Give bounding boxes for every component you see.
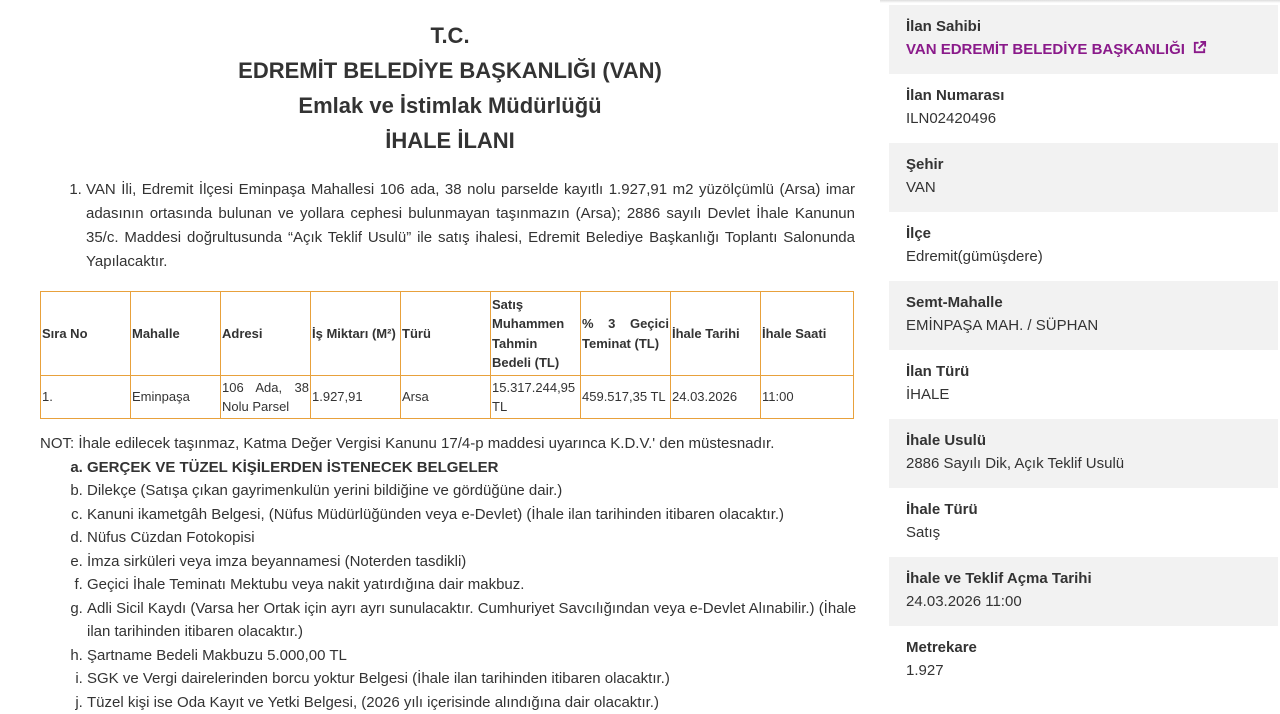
card-value: Satış [906, 521, 1261, 544]
announcement-content: T.C. EDREMİT BELEDİYE BAŞKANLIĞI (VAN) E… [40, 0, 860, 714]
th-adresi: Adresi [221, 292, 311, 376]
card-value: İHALE [906, 383, 1261, 406]
cell-turu: Arsa [401, 376, 491, 419]
card-label: Semt-Mahalle [906, 292, 1261, 314]
cell-teminat: 459.517,35 TL [581, 376, 671, 419]
intro-list: VAN İli, Edremit İlçesi Eminpaşa Mahalle… [86, 178, 860, 274]
card-value: 24.03.2026 11:00 [906, 590, 1261, 613]
table-header-row: Sıra No Mahalle Adresi İş Miktarı (M²) T… [41, 292, 854, 376]
top-shadow [880, 0, 1280, 3]
cell-bedel: 15.317.244,95 TL [491, 376, 581, 419]
card-label: İhale ve Teklif Açma Tarihi [906, 568, 1261, 590]
card-value: VAN [906, 176, 1261, 199]
card-label: İlçe [906, 223, 1261, 245]
requirement-item: Dilekçe (Satışa çıkan gayrimenkulün yeri… [87, 479, 860, 503]
requirement-item: Adli Sicil Kaydı (Varsa her Ortak için a… [87, 597, 860, 644]
th-mahalle: Mahalle [131, 292, 221, 376]
cell-saat: 11:00 [761, 376, 854, 419]
card-label: Metrekare [906, 637, 1261, 659]
requirement-item: Şartname Bedeli Makbuzu 5.000,00 TL [87, 644, 860, 668]
card-label: İlan Sahibi [906, 16, 1261, 38]
th-sira: Sıra No [41, 292, 131, 376]
auction-table: Sıra No Mahalle Adresi İş Miktarı (M²) T… [40, 291, 854, 419]
card-ilan-sahibi: İlan Sahibi VAN EDREMİT BELEDİYE BAŞKANL… [889, 5, 1278, 74]
header-title: İHALE İLANI [40, 123, 860, 158]
requirement-heading: GERÇEK VE TÜZEL KİŞİLERDEN İSTENECEK BEL… [87, 456, 860, 480]
external-link-icon [1192, 40, 1207, 55]
header-department: Emlak ve İstimlak Müdürlüğü [40, 88, 860, 123]
card-label: İlan Türü [906, 361, 1261, 383]
requirement-item: Kanuni ikametgâh Belgesi, (Nüfus Müdürlü… [87, 503, 860, 527]
card-label: İlan Numarası [906, 85, 1261, 107]
cell-sira: 1. [41, 376, 131, 419]
th-miktar: İş Miktarı (M²) [311, 292, 401, 376]
cell-miktar: 1.927,91 [311, 376, 401, 419]
th-turu: Türü [401, 292, 491, 376]
card-label: İhale Usulü [906, 430, 1261, 452]
owner-name: VAN EDREMİT BELEDİYE BAŞKANLIĞI [906, 41, 1185, 58]
card-value: Edremit(gümüşdere) [906, 245, 1261, 268]
card-value: ILN02420496 [906, 107, 1261, 130]
owner-link[interactable]: VAN EDREMİT BELEDİYE BAŞKANLIĞI [906, 41, 1207, 58]
vat-note: NOT: İhale edilecek taşınmaz, Katma Değe… [40, 432, 860, 456]
card-label: Şehir [906, 154, 1261, 176]
th-bedel: Satış Muhammen Tahmin Bedeli (TL) [491, 292, 581, 376]
intro-item: VAN İli, Edremit İlçesi Eminpaşa Mahalle… [86, 178, 855, 274]
table-row: 1. Eminpaşa 106 Ada, 38 Nolu Parsel 1.92… [41, 376, 854, 419]
requirement-item: Geçici İhale Teminatı Mektubu veya nakit… [87, 573, 860, 597]
th-tarih: İhale Tarihi [671, 292, 761, 376]
header-tc: T.C. [40, 18, 860, 53]
requirement-item: Nüfus Cüzdan Fotokopisi [87, 526, 860, 550]
card-value: EMİNPAŞA MAH. / SÜPHAN [906, 314, 1261, 337]
th-saat: İhale Saati [761, 292, 854, 376]
requirements-list: GERÇEK VE TÜZEL KİŞİLERDEN İSTENECEK BEL… [87, 456, 860, 714]
listing-details-sidebar: İlan Sahibi VAN EDREMİT BELEDİYE BAŞKANL… [889, 5, 1278, 695]
requirement-item: SGK ve Vergi dairelerinden borcu yoktur … [87, 667, 860, 691]
header-municipality: EDREMİT BELEDİYE BAŞKANLIĞI (VAN) [40, 53, 860, 88]
requirement-item: Tüzel kişi ise Oda Kayıt ve Yetki Belges… [87, 691, 860, 714]
card-value: 1.927 [906, 659, 1261, 682]
cell-adresi: 106 Ada, 38 Nolu Parsel [221, 376, 311, 419]
cell-tarih: 24.03.2026 [671, 376, 761, 419]
card-label: İhale Türü [906, 499, 1261, 521]
cell-mahalle: Eminpaşa [131, 376, 221, 419]
requirement-item: İmza sirküleri veya imza beyannamesi (No… [87, 550, 860, 574]
th-teminat: % 3 Geçici Teminat (TL) [581, 292, 671, 376]
card-value: 2886 Sayılı Dik, Açık Teklif Usulü [906, 452, 1261, 475]
